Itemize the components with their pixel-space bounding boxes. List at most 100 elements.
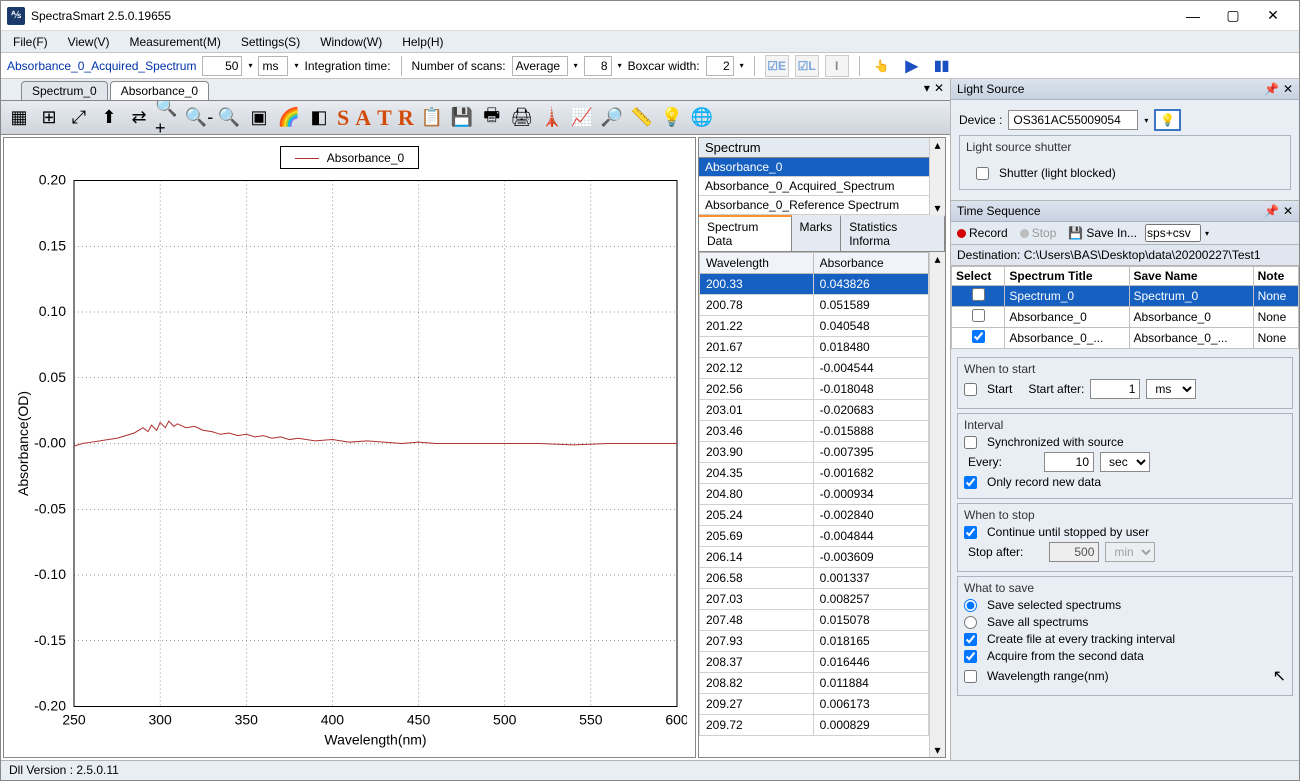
scans-value-input[interactable]	[584, 56, 612, 76]
wavelength-range-checkbox[interactable]	[964, 670, 977, 683]
spectrum-list-item[interactable]: Absorbance_0_Acquired_Spectrum	[699, 177, 929, 196]
table-row[interactable]: 204.80-0.000934	[700, 484, 929, 505]
grid2-icon[interactable]: ⊞	[35, 104, 63, 132]
document-tab[interactable]: Absorbance_0	[110, 81, 209, 100]
scrollbar[interactable]: ▴▾	[929, 138, 945, 215]
find-icon[interactable]: 🔎	[598, 104, 626, 132]
up-icon[interactable]: ⬆	[95, 104, 123, 132]
pin-icon[interactable]: 📌	[1264, 82, 1279, 96]
every-input[interactable]	[1044, 452, 1094, 472]
toggle-l-button[interactable]: ☑L	[795, 55, 819, 77]
table-row[interactable]: 209.270.006173	[700, 694, 929, 715]
chart-svg[interactable]: -0.20-0.15-0.10-0.05-0.000.050.100.150.2…	[12, 173, 687, 752]
integration-time-input[interactable]	[202, 56, 242, 76]
close-button[interactable]: ✕	[1253, 2, 1293, 30]
panel-close-icon[interactable]: ✕	[1283, 204, 1293, 218]
table-row[interactable]: 206.580.001337	[700, 568, 929, 589]
continue-checkbox[interactable]	[964, 526, 977, 539]
bulb-icon[interactable]: 💡	[658, 104, 686, 132]
screen-icon[interactable]: ▣	[245, 104, 273, 132]
pin-icon[interactable]: 📌	[1264, 204, 1279, 218]
only-new-checkbox[interactable]	[964, 476, 977, 489]
table-row[interactable]: 206.14-0.003609	[700, 547, 929, 568]
table-row[interactable]: Absorbance_0Absorbance_0None	[952, 307, 1299, 328]
copy-icon[interactable]: 📋	[418, 104, 446, 132]
table-row[interactable]: 209.720.000829	[700, 715, 929, 736]
mode-r-button[interactable]: R	[396, 104, 416, 132]
table-row[interactable]: 207.030.008257	[700, 589, 929, 610]
menu-item[interactable]: Help(H)	[394, 33, 451, 51]
dropdown-icon[interactable]: ▾	[740, 61, 744, 70]
boxcar-input[interactable]	[706, 56, 734, 76]
tab-close-icon[interactable]: ✕	[934, 81, 944, 95]
table-row[interactable]: Absorbance_0_...Absorbance_0_...None	[952, 328, 1299, 349]
column-header[interactable]: Absorbance	[813, 253, 928, 274]
stop-button[interactable]: Stop	[1016, 225, 1061, 241]
table-row[interactable]: 204.35-0.001682	[700, 463, 929, 484]
save-format-select[interactable]	[1145, 224, 1201, 242]
integration-time-unit[interactable]	[258, 56, 288, 76]
swap-icon[interactable]: ⇄	[125, 104, 153, 132]
start-checkbox[interactable]	[964, 383, 977, 396]
table-row[interactable]: 203.46-0.015888	[700, 421, 929, 442]
pause-button[interactable]: ▮▮	[930, 55, 954, 77]
zoom-out-icon[interactable]: 🔍-	[185, 104, 213, 132]
data-subtab[interactable]: Statistics Informa	[841, 215, 945, 251]
spectrum-list-item[interactable]: Absorbance_0	[699, 158, 929, 177]
sync-checkbox[interactable]	[964, 436, 977, 449]
scrollbar[interactable]: ▴▾	[929, 252, 945, 757]
row-select-checkbox[interactable]	[972, 330, 985, 343]
expand-icon[interactable]: ⤢	[65, 104, 93, 132]
toggle-e-button[interactable]: ☑E	[765, 55, 789, 77]
maximize-button[interactable]: ▢	[1213, 2, 1253, 30]
save-all-radio[interactable]	[964, 616, 977, 629]
table-row[interactable]: 205.69-0.004844	[700, 526, 929, 547]
row-select-checkbox[interactable]	[972, 309, 985, 322]
panel-close-icon[interactable]: ✕	[1283, 82, 1293, 96]
document-tab[interactable]: Spectrum_0	[21, 81, 108, 100]
table-row[interactable]: 203.90-0.007395	[700, 442, 929, 463]
mode-a-button[interactable]: A	[353, 104, 373, 132]
grid1-icon[interactable]: ▦	[5, 104, 33, 132]
zoom-in-icon[interactable]: 🔍+	[155, 104, 183, 132]
table-row[interactable]: 201.670.018480	[700, 337, 929, 358]
print-icon[interactable]: 🖶	[478, 104, 506, 132]
data-subtab[interactable]: Spectrum Data	[699, 215, 792, 251]
hand-icon[interactable]: 👆	[870, 55, 894, 77]
menu-item[interactable]: Window(W)	[312, 33, 390, 51]
table-row[interactable]: 208.370.016446	[700, 652, 929, 673]
table-row[interactable]: Spectrum_0Spectrum_0None	[952, 286, 1299, 307]
menu-item[interactable]: Measurement(M)	[121, 33, 228, 51]
line-icon[interactable]: 📈	[568, 104, 596, 132]
table-row[interactable]: 201.220.040548	[700, 316, 929, 337]
dropdown-icon[interactable]: ▾	[574, 61, 578, 70]
row-select-checkbox[interactable]	[972, 288, 985, 301]
table-row[interactable]: 205.24-0.002840	[700, 505, 929, 526]
minimize-button[interactable]: —	[1173, 2, 1213, 30]
play-button[interactable]: ▶	[900, 55, 924, 77]
data-subtab[interactable]: Marks	[792, 215, 842, 251]
table-row[interactable]: 208.820.011884	[700, 673, 929, 694]
save-in-button[interactable]: 💾Save In...	[1064, 225, 1141, 241]
toggle-i-button[interactable]: I	[825, 55, 849, 77]
zoom-dot-icon[interactable]: 🔍	[215, 104, 243, 132]
table-row[interactable]: 202.56-0.018048	[700, 379, 929, 400]
menu-item[interactable]: File(F)	[5, 33, 56, 51]
dropdown-icon[interactable]: ▾	[248, 61, 252, 70]
start-after-unit-select[interactable]: ms	[1146, 379, 1196, 399]
device-select[interactable]	[1008, 110, 1138, 130]
table-row[interactable]: 203.01-0.020683	[700, 400, 929, 421]
shutter-checkbox[interactable]	[976, 167, 989, 180]
mode-s-button[interactable]: S	[335, 104, 351, 132]
start-after-input[interactable]	[1090, 379, 1140, 399]
table-row[interactable]: 207.930.018165	[700, 631, 929, 652]
dropdown-icon[interactable]: ▾	[1144, 116, 1148, 125]
table-row[interactable]: 207.480.015078	[700, 610, 929, 631]
scans-mode-input[interactable]	[512, 56, 568, 76]
save-icon[interactable]: 💾	[448, 104, 476, 132]
peak-icon[interactable]: 🗼	[538, 104, 566, 132]
menu-item[interactable]: Settings(S)	[233, 33, 308, 51]
save-selected-radio[interactable]	[964, 599, 977, 612]
ruler-icon[interactable]: 📏	[628, 104, 656, 132]
dropdown-icon[interactable]: ▾	[1205, 229, 1209, 238]
